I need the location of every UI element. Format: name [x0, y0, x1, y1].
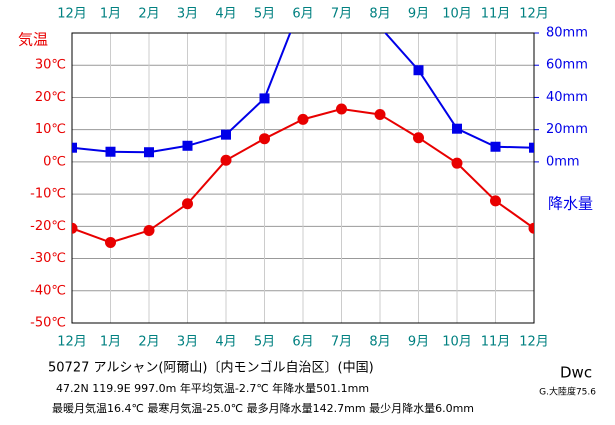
temp-marker	[105, 236, 116, 248]
y2-tick-label: 40mm	[546, 90, 588, 105]
precip-marker	[72, 142, 77, 153]
precip-marker	[413, 65, 424, 76]
y-tick-label: 0℃	[43, 154, 66, 169]
temp-marker	[413, 132, 424, 144]
temp-marker	[528, 222, 534, 234]
y-tick-label: 20℃	[35, 90, 66, 105]
station-info: 47.2N 119.9E 997.0m 年平均気温-2.7℃ 年降水量501.1…	[56, 381, 369, 395]
y2-tick-label: 20mm	[546, 122, 588, 137]
precip-marker	[182, 140, 193, 151]
precip-marker	[221, 129, 231, 140]
plot-area	[72, 0, 534, 248]
y-tick-label: -10℃	[30, 187, 66, 202]
x-tick-label: 8月	[369, 335, 390, 350]
precip-marker	[529, 142, 534, 153]
temp-marker	[451, 157, 463, 169]
y-axis-label: 気温	[18, 31, 48, 49]
temp-marker	[490, 195, 501, 207]
x-tick-label: 4月	[215, 335, 236, 350]
x-tick-label: 2月	[138, 7, 159, 22]
y-tick-label: 30℃	[35, 58, 66, 73]
x-tick-label: 1月	[100, 7, 121, 22]
x-tick-label: 6月	[292, 7, 313, 22]
precip-marker	[490, 141, 501, 152]
y2-axis-label: 降水量	[548, 195, 593, 213]
temp-marker	[72, 222, 78, 234]
x-tick-label: 7月	[331, 7, 352, 22]
temp-marker	[374, 109, 386, 121]
x-tick-label: 10月	[442, 335, 472, 350]
x-tick-label: 3月	[177, 335, 198, 350]
x-tick-label: 6月	[292, 335, 313, 350]
precip-marker	[452, 123, 462, 134]
continentality: G.大陸度75.6	[539, 386, 596, 398]
y-tick-label: -50℃	[30, 316, 66, 331]
precip-marker	[105, 146, 116, 157]
temp-marker	[220, 154, 232, 166]
x-tick-label: 9月	[408, 7, 429, 22]
precip-marker	[259, 93, 270, 104]
x-tick-label: 8月	[369, 7, 390, 22]
precip-marker	[298, 0, 308, 5]
temp-marker	[143, 225, 155, 237]
x-tick-label: 10月	[442, 7, 472, 22]
plot-frame	[71, 32, 535, 324]
x-tick-label: 9月	[408, 335, 429, 350]
x-tick-label: 11月	[481, 7, 511, 22]
y2-tick-label: 60mm	[546, 58, 588, 73]
y-tick-label: -30℃	[30, 251, 66, 266]
y-tick-label: -40℃	[30, 283, 66, 298]
y2-tick-label: 0mm	[546, 154, 580, 169]
chart-title: 50727 アルシャン(阿爾山)〔内モンゴル自治区〕(中国)	[48, 360, 374, 376]
station-stats: 最暖月気温16.4℃ 最寒月気温-25.0℃ 最多月降水量142.7mm 最少月…	[52, 401, 474, 415]
y-tick-label: 10℃	[35, 122, 66, 137]
climate-class: Dwc	[560, 364, 592, 382]
x-tick-label: 12月	[57, 7, 87, 22]
x-tick-label: 2月	[138, 335, 159, 350]
precip-marker	[375, 22, 385, 32]
x-tick-label: 1月	[100, 335, 121, 350]
x-tick-label: 4月	[215, 7, 236, 22]
temp-marker	[259, 133, 270, 145]
y2-tick-label: 80mm	[546, 26, 588, 41]
x-tick-label: 5月	[254, 7, 275, 22]
x-tick-label: 11月	[481, 335, 511, 350]
x-tick-label: 5月	[254, 335, 275, 350]
temp-marker	[336, 103, 347, 115]
temp-marker	[297, 113, 309, 125]
temp-marker	[182, 198, 193, 210]
x-tick-label: 12月	[519, 7, 549, 22]
y-tick-label: -20℃	[30, 219, 66, 234]
x-tick-label: 3月	[177, 7, 198, 22]
x-tick-label: 7月	[331, 335, 352, 350]
x-tick-label: 12月	[57, 335, 87, 350]
precip-marker	[144, 147, 154, 158]
x-tick-label: 12月	[519, 335, 549, 350]
